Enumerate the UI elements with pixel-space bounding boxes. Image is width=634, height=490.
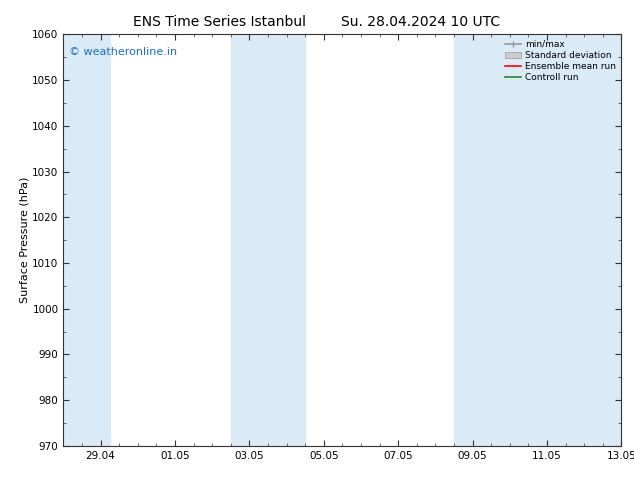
Bar [231,34,305,446]
Legend: min/max, Standard deviation, Ensemble mean run, Controll run: min/max, Standard deviation, Ensemble me… [501,36,619,86]
Bar [454,34,621,446]
Y-axis label: Surface Pressure (hPa): Surface Pressure (hPa) [20,177,30,303]
Text: © weatheronline.in: © weatheronline.in [69,47,177,57]
Text: ENS Time Series Istanbul        Su. 28.04.2024 10 UTC: ENS Time Series Istanbul Su. 28.04.2024 … [133,15,501,29]
Bar [63,34,110,446]
